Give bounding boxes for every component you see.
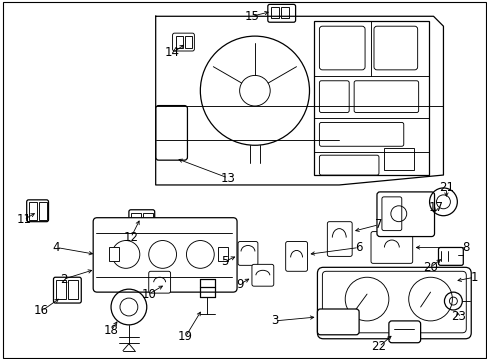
- Text: 15: 15: [244, 10, 259, 23]
- Text: 22: 22: [371, 340, 386, 353]
- Text: 7: 7: [374, 218, 382, 231]
- FancyBboxPatch shape: [353, 81, 418, 113]
- FancyBboxPatch shape: [129, 210, 154, 231]
- Text: 21: 21: [438, 181, 453, 194]
- FancyBboxPatch shape: [148, 271, 170, 293]
- FancyBboxPatch shape: [267, 4, 295, 22]
- Text: 4: 4: [53, 241, 60, 254]
- FancyBboxPatch shape: [251, 264, 273, 286]
- Text: 10: 10: [141, 288, 156, 301]
- Text: 3: 3: [270, 314, 278, 327]
- Text: 11: 11: [16, 213, 31, 226]
- Bar: [270, 7, 278, 18]
- FancyBboxPatch shape: [317, 309, 358, 335]
- Bar: [218, 247, 228, 261]
- Text: 20: 20: [422, 261, 437, 274]
- Bar: [185, 36, 192, 48]
- Text: 9: 9: [236, 278, 244, 291]
- Bar: [314, 21, 427, 175]
- Text: 14: 14: [165, 46, 180, 59]
- Text: 19: 19: [178, 330, 193, 343]
- FancyBboxPatch shape: [317, 267, 470, 339]
- FancyBboxPatch shape: [319, 155, 378, 175]
- FancyBboxPatch shape: [285, 242, 307, 271]
- Text: 2: 2: [60, 273, 67, 286]
- FancyBboxPatch shape: [155, 105, 187, 160]
- FancyBboxPatch shape: [53, 277, 81, 303]
- Text: 5: 5: [221, 255, 228, 268]
- Bar: [175, 36, 183, 48]
- Bar: [383, 148, 413, 170]
- FancyBboxPatch shape: [93, 218, 237, 292]
- Bar: [56, 280, 66, 299]
- Bar: [131, 213, 141, 229]
- FancyBboxPatch shape: [376, 192, 434, 237]
- FancyBboxPatch shape: [238, 242, 257, 265]
- FancyBboxPatch shape: [172, 33, 194, 51]
- Text: 6: 6: [355, 241, 362, 254]
- Text: 17: 17: [428, 201, 443, 214]
- FancyBboxPatch shape: [319, 122, 403, 146]
- FancyBboxPatch shape: [373, 26, 417, 70]
- FancyBboxPatch shape: [322, 271, 466, 333]
- Text: 12: 12: [123, 231, 138, 244]
- Text: 8: 8: [462, 241, 469, 254]
- FancyBboxPatch shape: [319, 26, 365, 70]
- FancyBboxPatch shape: [381, 197, 401, 231]
- Text: 13: 13: [220, 171, 235, 185]
- Text: 18: 18: [103, 324, 118, 337]
- Bar: [29, 202, 37, 220]
- FancyBboxPatch shape: [27, 200, 48, 222]
- Bar: [142, 213, 152, 229]
- Bar: [109, 247, 119, 261]
- Text: 16: 16: [34, 305, 49, 318]
- Text: 23: 23: [450, 310, 465, 323]
- Text: 1: 1: [469, 271, 477, 284]
- Bar: [280, 7, 288, 18]
- Bar: [68, 280, 78, 299]
- Polygon shape: [155, 16, 443, 185]
- FancyBboxPatch shape: [319, 81, 348, 113]
- FancyBboxPatch shape: [326, 222, 351, 256]
- FancyBboxPatch shape: [438, 247, 462, 265]
- Bar: [39, 202, 46, 220]
- FancyBboxPatch shape: [388, 321, 420, 343]
- FancyBboxPatch shape: [370, 231, 412, 264]
